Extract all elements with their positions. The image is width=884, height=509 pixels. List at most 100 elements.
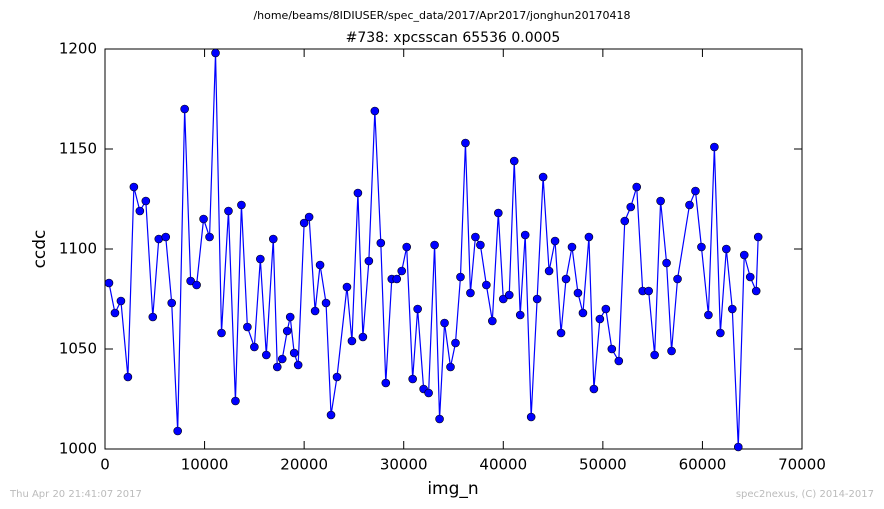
data-point [211,48,220,58]
data-point [567,242,577,252]
data-point [167,298,177,308]
data-point [710,142,719,152]
data-point [650,350,659,360]
data-point [408,374,417,384]
data-point [358,332,368,342]
data-point [289,348,299,358]
x-tick-label: 70000 [778,456,826,474]
data-point [538,172,548,182]
data-point [173,426,182,436]
data-point [733,442,743,452]
data-point [268,234,278,244]
data-point [691,186,700,196]
data-point [466,288,475,298]
suptitle: /home/beams/8IDIUSER/spec_data/2017/Apr2… [253,9,630,22]
data-point [644,286,653,296]
data-point [515,310,525,320]
data-point [129,182,139,192]
data-point [471,232,480,242]
y-axis-label: ccdc [30,230,50,269]
data-point [397,266,407,276]
data-point [626,202,636,212]
data-point [148,312,158,322]
data-point [293,360,303,370]
y-tick-label: 1200 [59,40,97,58]
data-point [607,344,617,354]
data-point [123,372,133,382]
data-point [476,240,485,250]
data-point [332,372,342,382]
x-tick-label: 0 [100,456,110,474]
x-tick-label: 10000 [181,456,229,474]
data-point [509,156,519,166]
data-point [304,212,314,222]
data-point [364,256,374,266]
data-point [224,206,233,216]
data-point [237,200,246,210]
data-point [716,328,725,338]
data-point [285,312,295,322]
data-point [614,356,624,366]
data-point [141,196,151,206]
data-point [504,290,514,300]
data-point [488,316,497,326]
data-point [685,200,694,210]
data-point [550,236,560,246]
data-point [739,250,749,260]
y-tick-label: 1000 [59,440,97,458]
data-point [482,280,491,290]
data-point [370,106,380,116]
data-point [584,232,594,242]
data-point [180,104,189,114]
footer-credit: spec2nexus, (C) 2014-2017 [736,489,874,500]
data-point [753,232,763,242]
data-point [392,274,402,284]
data-point [620,216,630,226]
data-point [494,208,503,218]
data-point [595,314,605,324]
data-point [745,272,755,282]
data-point [662,258,671,268]
data-point [310,306,320,316]
data-point [520,230,530,240]
data-point [435,414,444,424]
data-point [461,138,470,148]
data-point [116,296,126,306]
data-point [722,244,731,254]
data-point [704,310,713,320]
data-point [376,238,386,248]
data-point [161,232,171,242]
data-point [321,298,331,308]
data-point [589,384,599,394]
data-point [697,242,706,252]
data-point [262,350,271,360]
data-point [456,272,465,282]
x-tick-label: 30000 [380,456,428,474]
data-point [110,308,120,318]
data-point [573,288,583,298]
data-point [326,410,336,420]
data-point [751,286,761,296]
data-point [299,218,309,228]
data-point [217,328,226,338]
data-point [347,336,357,346]
footer-timestamp: Thu Apr 20 21:41:07 2017 [9,489,142,500]
data-point [667,346,676,356]
y-tick-label: 1100 [59,240,97,258]
data-point [561,274,571,284]
data-point [135,206,145,216]
data-point [727,304,737,314]
data-point [381,378,391,388]
data-point [231,396,240,406]
data-point [446,362,455,372]
plot-frame [104,48,803,450]
data-point [578,308,588,318]
data-point [186,276,195,286]
data-point [656,196,665,206]
data-point [205,232,214,242]
data-point [243,322,252,332]
data-point [272,362,282,372]
series-line [108,52,759,448]
x-tick-label: 50000 [579,456,627,474]
